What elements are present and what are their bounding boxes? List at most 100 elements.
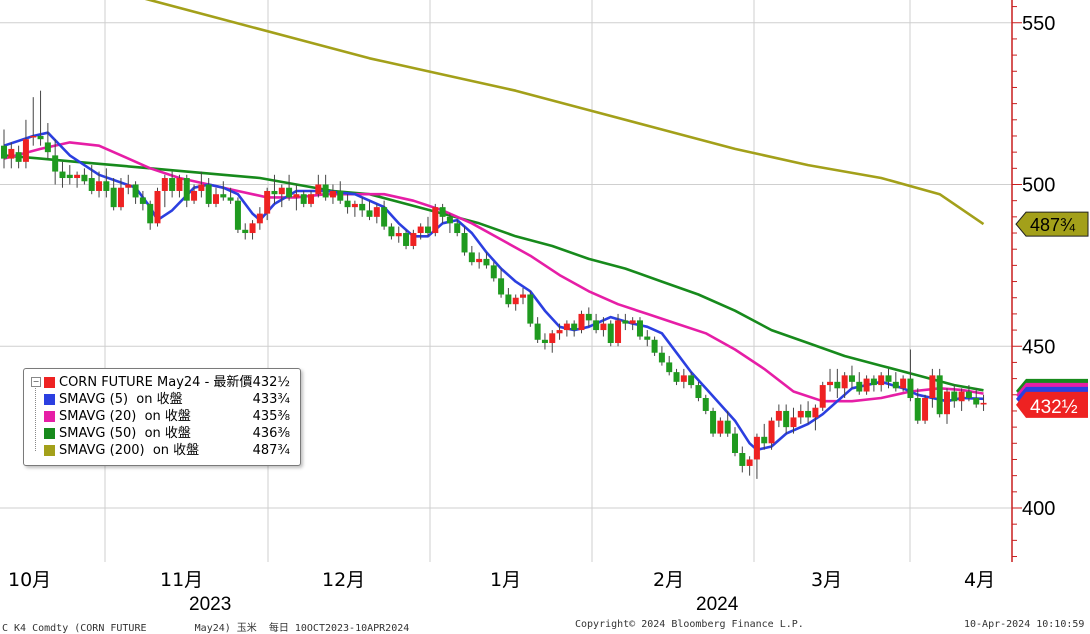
candle-body (629, 320, 636, 324)
sma-line (3, 141, 984, 403)
candle-body (505, 294, 512, 305)
candle-body (644, 336, 651, 340)
candle-body (870, 378, 877, 386)
legend-item-value: 436⅜ (252, 426, 290, 441)
candle-body (783, 410, 790, 428)
candle-body (666, 362, 673, 373)
candle-body (439, 207, 446, 217)
candle-body (680, 375, 687, 382)
candle-body (702, 398, 709, 411)
candle-body (498, 278, 505, 295)
candle-body (878, 375, 885, 386)
candle-body (717, 420, 724, 434)
candle-body (103, 181, 110, 191)
candle-body (424, 226, 431, 234)
last-price-tag-label: 432½ (1030, 397, 1078, 418)
candle-body (373, 207, 380, 217)
legend-item-name: SMAVG (20) on 收盤 (59, 409, 191, 424)
last-price-tag (1016, 391, 1088, 418)
candle-body (212, 194, 219, 204)
candle-body (790, 417, 797, 428)
candle-body (468, 252, 475, 263)
candle-body (329, 190, 336, 198)
candle-body (812, 407, 819, 418)
x-month-label: 12月 (322, 569, 365, 591)
x-year-label: 2024 (696, 594, 739, 615)
candle-body (819, 385, 826, 408)
candle-body (300, 194, 307, 204)
legend-swatch (44, 428, 55, 439)
candle-body (22, 139, 29, 162)
candle-body (227, 197, 234, 201)
candle-body (768, 420, 775, 444)
y-tick-label: 500 (1022, 175, 1055, 197)
candle-body (293, 194, 300, 198)
candle-body (96, 181, 103, 191)
y-tick-label: 450 (1022, 336, 1055, 358)
candle-body (110, 187, 117, 208)
candle-body (381, 207, 388, 227)
candle-body (563, 323, 570, 331)
candle-body (483, 258, 490, 266)
candle-body (695, 385, 702, 399)
legend-tree: − (31, 375, 41, 457)
candle-body (805, 410, 812, 418)
candle-body (775, 410, 782, 421)
candle-body (454, 223, 461, 234)
candle-body (161, 178, 168, 191)
candle-body (147, 203, 154, 224)
legend-item-sma50: SMAVG (50) on 收盤 436⅜ (42, 425, 294, 442)
candle-body (600, 323, 607, 331)
legend-item-name: SMAVG (200) on 收盤 (59, 443, 200, 458)
candle-body (278, 187, 285, 195)
footer-copyright: Copyright© 2024 Bloomberg Finance L.P. (575, 619, 804, 630)
collapse-icon[interactable]: − (31, 377, 41, 387)
candle-body (351, 203, 358, 208)
candle-body (549, 333, 556, 344)
legend-item-sma200: SMAVG (200) on 收盤 487¾ (42, 442, 294, 459)
legend-swatch (44, 411, 55, 422)
candle-body (710, 410, 717, 434)
candle-body (688, 375, 695, 386)
candle-body (81, 174, 88, 182)
candle-body (658, 352, 665, 363)
candle-body (534, 323, 541, 340)
candle-body (417, 226, 424, 234)
candle-body (271, 190, 278, 195)
candle-body (388, 226, 395, 237)
legend-item-name: CORN FUTURE May24 - 最新價 (59, 375, 253, 390)
x-month-label: 4月 (964, 569, 995, 591)
candle-body (125, 184, 132, 188)
candle-body (37, 135, 44, 140)
candle-body (234, 200, 241, 230)
y-tick-label: 550 (1022, 13, 1055, 35)
legend-item-name: SMAVG (50) on 收盤 (59, 426, 191, 441)
candle-body (44, 142, 51, 153)
candle-body (965, 391, 972, 399)
legend-swatch (44, 394, 55, 405)
candle-body (673, 372, 680, 382)
legend-item-value: 433¾ (252, 392, 290, 407)
candle-body (183, 178, 190, 201)
candle-body (622, 320, 629, 324)
candle-body (936, 375, 943, 415)
chart-legend[interactable]: − CORN FUTURE May24 - 最新價 432½ SMAVG (5)… (23, 368, 301, 466)
candle-body (593, 320, 600, 331)
legend-item-value: 435⅜ (252, 409, 290, 424)
x-year-label: 2023 (189, 594, 231, 615)
candle-body (797, 410, 804, 418)
candle-body (973, 398, 980, 405)
candle-body (205, 184, 212, 204)
candle-body (892, 381, 899, 389)
sma200-price-tag (1015, 211, 1089, 237)
candle-body (520, 294, 527, 298)
candle-body (359, 203, 366, 211)
candle-body (315, 184, 322, 195)
candle-body (139, 197, 146, 204)
candle-body (512, 297, 519, 305)
candle-body (256, 213, 263, 224)
sma200-price-tag-label: 487¾ (1030, 215, 1076, 235)
y-tick-label: 400 (1022, 498, 1055, 520)
candle-body (571, 323, 578, 331)
candle-body (66, 174, 73, 179)
